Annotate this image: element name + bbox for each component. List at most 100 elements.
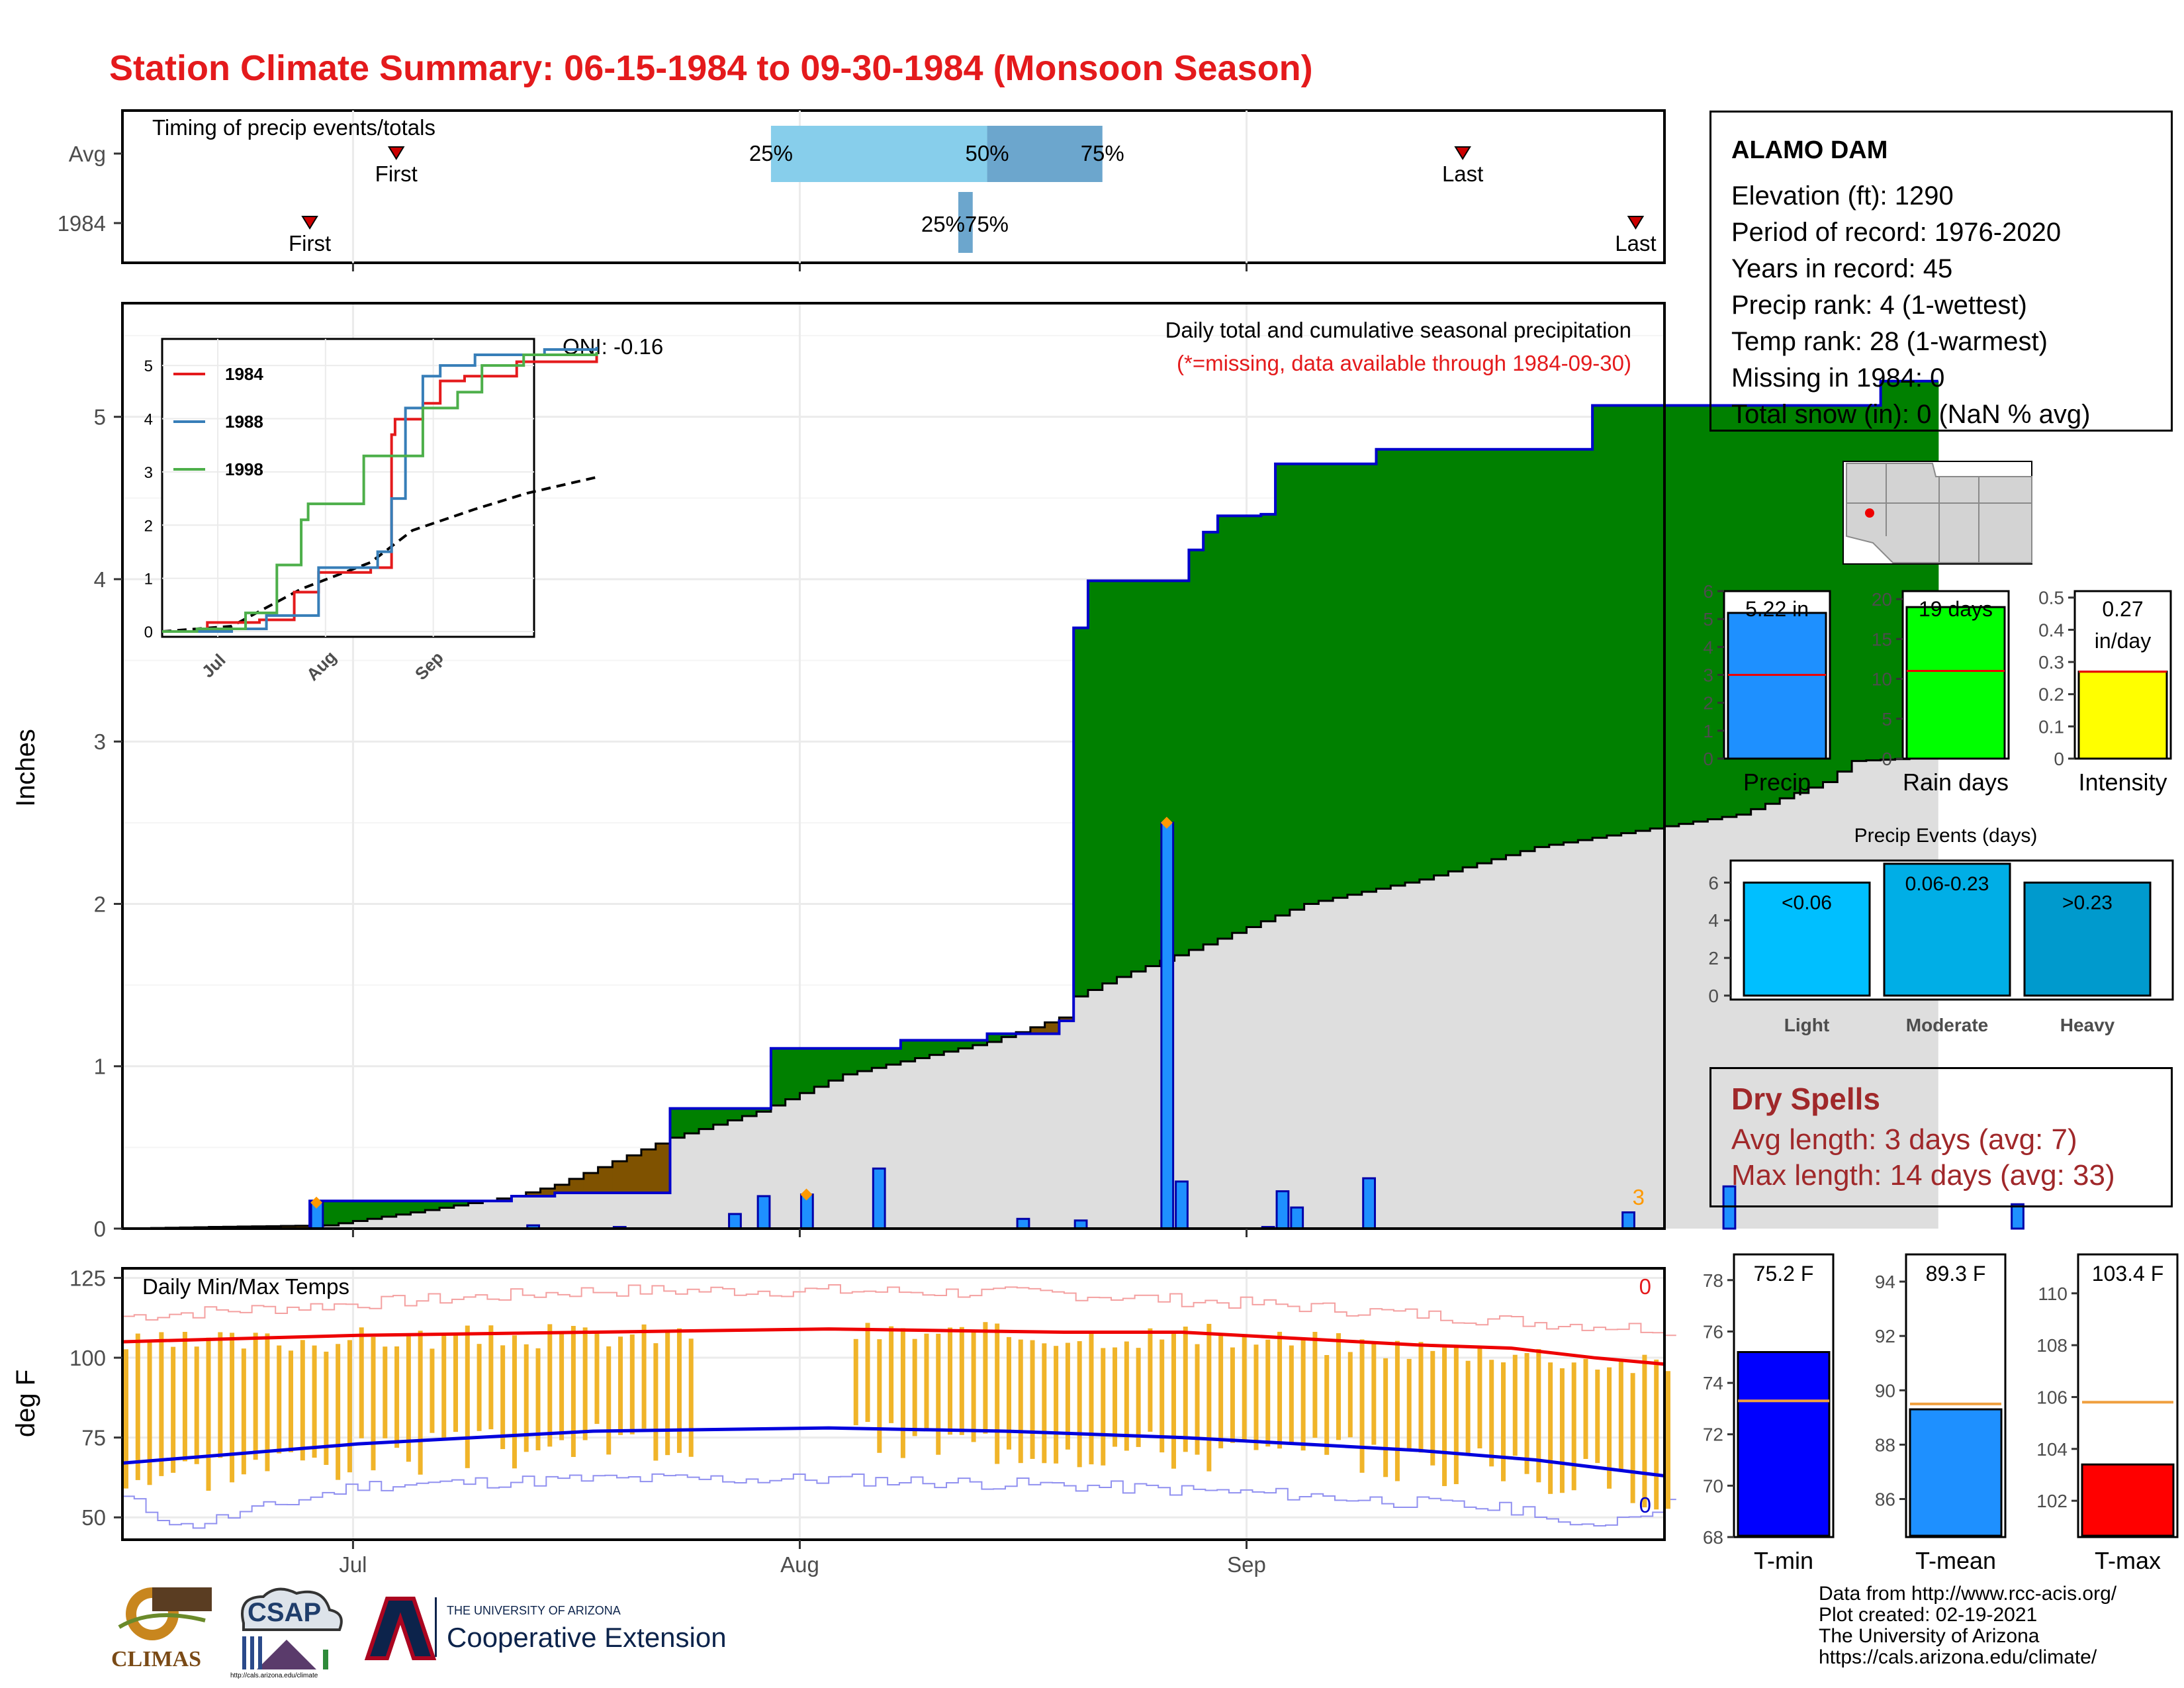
dry-spells-avg: Avg length: 3 days (avg: 7) [1731,1123,2077,1156]
daily-temp-bar [1359,1339,1365,1473]
daily-temp-bar [1312,1331,1318,1438]
main-note-2: (*=missing, data available through 1984-… [1177,351,1631,375]
above-avg-fill [987,1033,1002,1042]
station-precip-rank: Precip rank: 4 (1-wettest) [1731,291,2027,320]
daily-temp-bar [1571,1362,1576,1491]
above-avg-fill [1707,405,1723,820]
above-avg-fill [958,1040,974,1049]
below-avg-fill [1030,1027,1046,1034]
below-avg-fill [627,1155,642,1194]
daily-temp-bar [124,1349,128,1489]
daily-temp-bar [253,1333,258,1460]
corner-count: 3 [1633,1185,1645,1209]
events-bar [2023,881,2152,997]
dry-spells-max: Max length: 14 days (avg: 33) [1731,1159,2115,1192]
above-avg-fill [439,1201,455,1208]
climas-logo-text: CLIMAS [111,1647,202,1671]
daily-temp-bar [582,1327,588,1440]
above-avg-fill [1217,516,1233,939]
above-avg-fill [1491,449,1507,860]
daily-temp-bar [1442,1346,1447,1486]
daily-temp-bar [1300,1337,1306,1451]
daily-temp-bar [1195,1344,1200,1455]
rain-days-ytick-label: 5 [1882,709,1892,729]
above-avg-fill [1520,449,1535,851]
tmax-avg-line [122,1327,1665,1366]
above-avg-fill [1246,516,1261,927]
daily-temp-bar [1465,1360,1471,1456]
dry-spells-title: Dry Spells [1731,1082,1880,1116]
daily-temp-bar [971,1331,976,1442]
daily-temp-bar [1042,1343,1047,1464]
above-avg-fill [842,1048,858,1074]
main-ytick-label: 3 [94,729,106,754]
above-avg-fill [1664,405,1680,827]
x-month-label: Jul [339,1552,367,1577]
daily-temp-bar [336,1344,341,1480]
events-bar-label: <0.06 [1782,892,1832,914]
precip-total-ytick-label: 2 [1703,693,1713,714]
below-avg-fill [612,1161,627,1194]
events-bar [1883,863,2011,997]
daily-temp-bar [1477,1347,1482,1449]
intensity-ytick-label: 0 [2054,749,2064,769]
daily-temp-bar [241,1348,246,1475]
temp-summary-bar [1737,1351,1831,1537]
intensity-ytick-label: 0.3 [2038,652,2064,673]
temp-ytick-label: 75 [81,1426,106,1450]
year-pct-label: 25%75% [921,212,1009,236]
temp-summary-value-label: 103.4 F [2092,1262,2164,1286]
rain-days-ytick-label: 15 [1872,629,1892,649]
intensity-ytick-label: 0.4 [2038,620,2064,640]
ua-cooperative-extension: Cooperative Extension [447,1622,727,1653]
temp-corner-bottom: 0 [1639,1493,1651,1517]
daily-temp-bar [889,1326,894,1423]
above-avg-fill [1837,405,1852,772]
above-avg-fill [425,1201,440,1210]
above-avg-fill [1289,463,1305,910]
pct-label-25: 25% [749,141,793,165]
daily-temp-bar [948,1327,953,1435]
temp-summary-ytick-label: 92 [1875,1326,1895,1346]
daily-temp-bar [1583,1358,1588,1459]
above-avg-fill [1477,449,1492,864]
above-avg-fill [1361,463,1377,892]
daily-temp-bar [1642,1354,1647,1508]
daily-temp-bar [1113,1347,1118,1447]
daily-temp-bar [1618,1360,1623,1470]
above-avg-fill [1087,581,1103,990]
temp-summary-ytick-label: 104 [2036,1439,2068,1460]
above-avg-fill [1549,449,1565,845]
daily-temp-bar [1124,1341,1129,1451]
above-avg-fill [1146,581,1161,966]
daily-temp-bar [394,1346,400,1448]
avg-cumulative-area [122,757,1938,1229]
daily-temp-bar [1512,1354,1518,1456]
below-avg-fill [540,1188,555,1196]
rain-days-ytick-label: 20 [1872,589,1892,610]
daily-temp-bar [618,1336,623,1435]
temp-summary-value-label: 89.3 F [1926,1262,1986,1286]
rain-days-ytick-label: 10 [1872,669,1892,690]
above-avg-fill [670,1108,685,1138]
daily-temp-bar [1347,1352,1353,1438]
above-avg-fill [1650,405,1665,829]
daily-temp-bar [1054,1346,1059,1464]
above-avg-fill [1376,449,1391,889]
above-avg-fill [353,1201,368,1221]
inset-ytick-label: 5 [144,357,153,375]
daily-temp-bar [488,1325,494,1430]
daily-temp-bar [1030,1340,1035,1459]
below-avg-fill [583,1172,599,1194]
above-avg-fill [1318,463,1334,901]
station-missing: Missing in 1984: 0 [1731,363,1945,393]
events-category: Heavy [2060,1015,2115,1035]
daily-temp-bar [523,1344,529,1452]
above-avg-fill [1563,449,1578,843]
daily-temp-bar [1018,1339,1023,1464]
daily-temp-bar [1406,1358,1412,1450]
inset-ytick-label: 4 [144,411,153,429]
above-avg-fill [1866,405,1882,761]
daily-precip-bar [728,1213,742,1230]
